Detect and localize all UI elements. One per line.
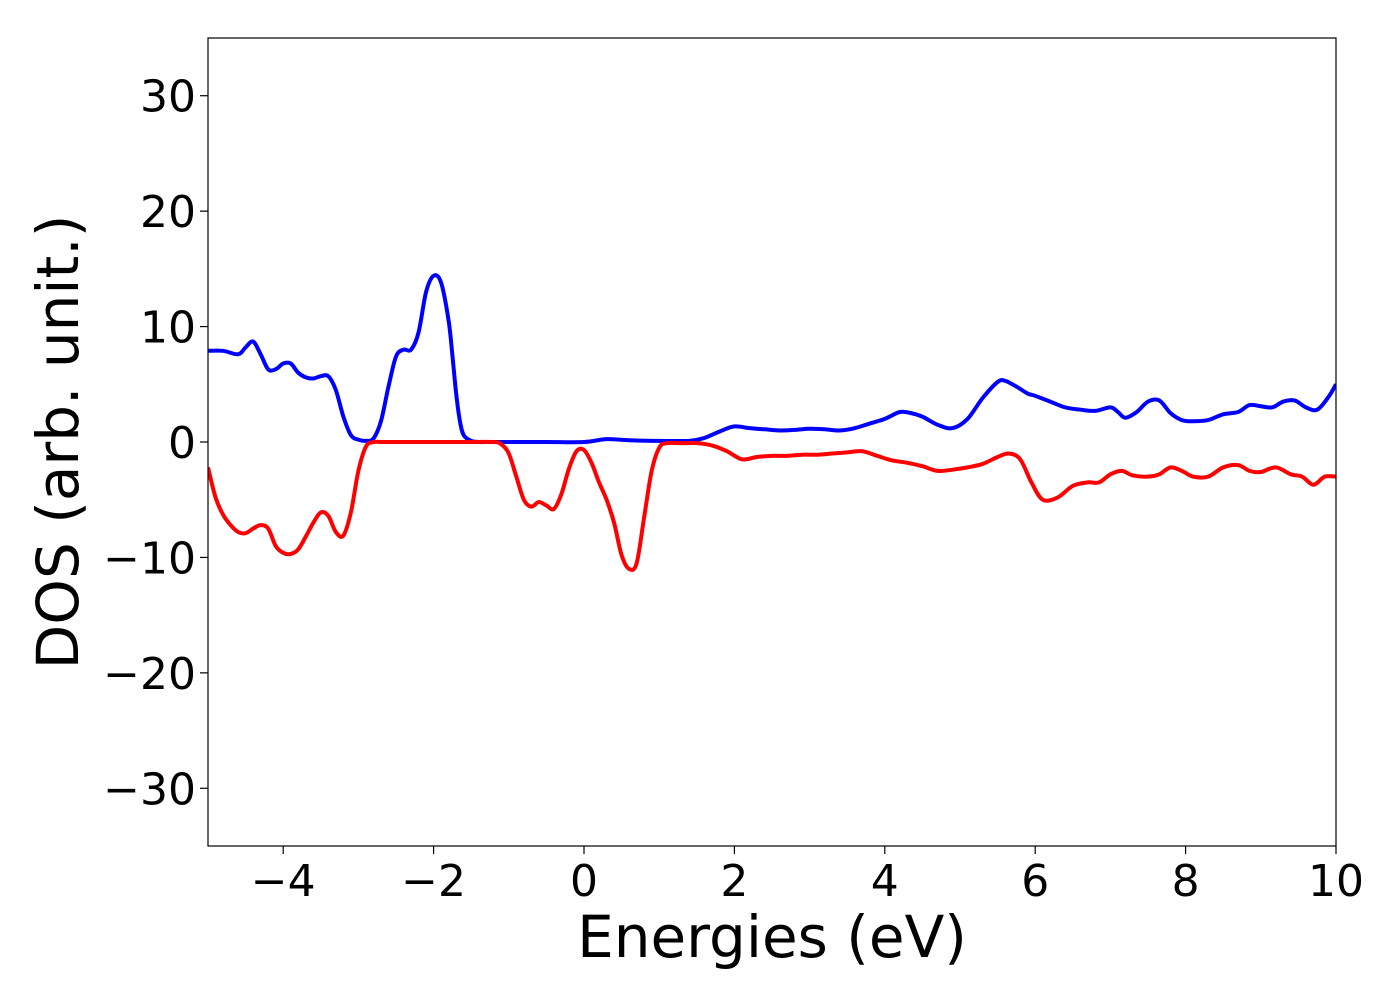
- x-axis-label: Energies (eV): [577, 903, 967, 971]
- y-tick-label: 0: [168, 418, 196, 469]
- y-tick-label: 20: [140, 187, 196, 238]
- x-tick-label: −4: [251, 856, 316, 907]
- x-tick-label: 6: [1021, 856, 1049, 907]
- x-tick-label: −2: [401, 856, 466, 907]
- series-layer: [208, 273, 1336, 572]
- y-tick-label: −30: [103, 764, 196, 815]
- y-tick-label: −20: [103, 649, 196, 700]
- series-line-red: [208, 439, 1336, 572]
- x-tick-label: 4: [871, 856, 899, 907]
- y-tick-label: 10: [140, 303, 196, 354]
- series-line-blue: [208, 273, 1336, 445]
- x-tick-label: 10: [1308, 856, 1364, 907]
- x-tick-label: 8: [1172, 856, 1200, 907]
- x-tick-label: 2: [720, 856, 748, 907]
- x-axis-ticks: −4 −2 0 2 4 6 8 10: [251, 846, 1364, 907]
- x-tick-label: 0: [570, 856, 598, 907]
- y-tick-label: 30: [140, 72, 196, 123]
- y-axis-ticks: −30 −20 −10 0 10 20 30: [103, 72, 208, 815]
- y-tick-label: −10: [103, 533, 196, 584]
- y-axis-label: DOS (arb. unit.): [24, 215, 92, 670]
